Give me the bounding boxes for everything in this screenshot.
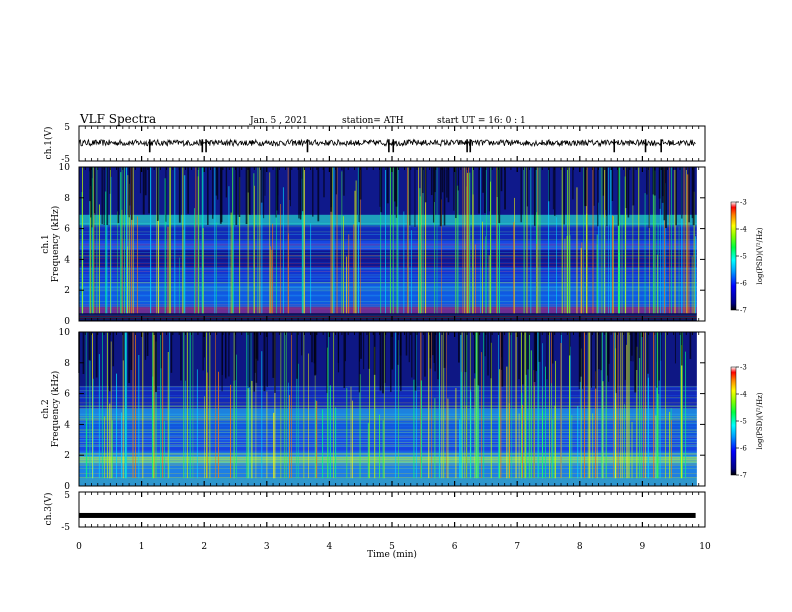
ch3-waveform-panel: 5 -5 ch.3(V) bbox=[43, 491, 706, 533]
spectrogram-nodata bbox=[696, 332, 705, 486]
colorbar-tick-label: -5 bbox=[740, 418, 747, 426]
x-tick-label: 0 bbox=[76, 542, 82, 552]
y-tick-label: 8 bbox=[64, 359, 70, 369]
ch2-colorbar-label: log(PSD)(V²/Hz) bbox=[756, 392, 764, 449]
colorbar-tick-label: -7 bbox=[740, 472, 747, 480]
ch3-wave-ytick-bottom: -5 bbox=[61, 523, 70, 533]
station-label: station= ATH bbox=[342, 116, 404, 126]
ch2-spectrogram-marks bbox=[78, 332, 705, 486]
start-time-label: start UT = 16: 0 : 1 bbox=[437, 116, 526, 126]
date-label: Jan. 5 , 2021 bbox=[249, 116, 308, 126]
y-tick-label: 2 bbox=[64, 451, 70, 461]
y-tick-label: 8 bbox=[64, 194, 70, 204]
y-tick-label: 4 bbox=[64, 255, 70, 265]
ch1-spectrogram-marks bbox=[78, 167, 705, 322]
ch1-wave-ylabel: ch.1(V) bbox=[43, 127, 54, 160]
y-tick-label: 2 bbox=[64, 286, 70, 296]
ch2-spectrogram-panel: 0 2 4 6 8 10 ch.2 Frequency (kHz) bbox=[41, 328, 706, 492]
colorbar-tick-label: -6 bbox=[740, 445, 747, 453]
ch1-spectrogram-yticks: 0 2 4 6 8 10 bbox=[59, 163, 705, 327]
x-axis-tick-labels: 0 1 2 3 4 5 6 7 8 9 10 bbox=[76, 542, 711, 552]
spectrogram-band bbox=[79, 435, 705, 453]
ch1-colorbar-ticks: -3 -4 -5 -6 -7 bbox=[736, 199, 747, 315]
ch1-waveform-ticks bbox=[84, 126, 700, 161]
colorbar-tick-label: -3 bbox=[740, 199, 747, 207]
y-tick-label: 10 bbox=[59, 163, 71, 173]
ch2-spectrogram-ticks bbox=[84, 332, 700, 486]
x-tick-label: 8 bbox=[577, 542, 583, 552]
ch3-waveform-frame bbox=[78, 491, 706, 528]
ch2-colorbar: -3 -4 -5 -6 -7 log(PSD)(V²/Hz) bbox=[730, 364, 764, 480]
colorbar-tick-label: -6 bbox=[740, 280, 747, 288]
y-tick-label: 0 bbox=[64, 317, 70, 327]
spectrogram-band bbox=[79, 167, 705, 215]
x-tick-label: 3 bbox=[264, 542, 270, 552]
colorbar-tick-label: -4 bbox=[740, 391, 747, 399]
colorbar-tick-label: -4 bbox=[740, 226, 747, 234]
spectrogram-band bbox=[79, 419, 705, 436]
y-tick-label: 10 bbox=[59, 328, 71, 338]
spectrogram-band bbox=[79, 240, 705, 251]
ch1-waveform-spikes bbox=[148, 139, 662, 153]
y-tick-label: 4 bbox=[64, 420, 70, 430]
ch1-colorbar: -3 -4 -5 -6 -7 log(PSD)(V²/Hz) bbox=[730, 199, 764, 315]
ch3-wave-ytick-top: 5 bbox=[64, 491, 70, 501]
spectrogram-band bbox=[79, 305, 705, 314]
spectrogram-band bbox=[79, 214, 705, 226]
ch1-spectrogram-panel: 0 2 4 6 8 10 ch.1 Frequency (kHz) bbox=[41, 163, 706, 327]
x-tick-label: 7 bbox=[514, 542, 520, 552]
ch1-spectrogram-ticks bbox=[84, 167, 700, 321]
x-tick-label: 9 bbox=[640, 542, 646, 552]
ch2-spectrogram-yticks: 0 2 4 6 8 10 bbox=[59, 328, 705, 492]
x-tick-label: 4 bbox=[327, 542, 333, 552]
chart-title: VLF Spectra bbox=[79, 112, 156, 126]
ch2-colorbar-gradient bbox=[730, 366, 737, 476]
ch1-spec-ylabel-frequency: Frequency (kHz) bbox=[50, 206, 61, 283]
ch2-spec-ylabel-frequency: Frequency (kHz) bbox=[50, 371, 61, 448]
x-tick-label: 2 bbox=[201, 542, 207, 552]
y-tick-label: 0 bbox=[64, 482, 70, 492]
ch2-spec-ylabel: ch.2 bbox=[41, 399, 51, 418]
ch1-colorbar-label: log(PSD)(V²/Hz) bbox=[756, 227, 764, 284]
y-tick-label: 6 bbox=[64, 225, 70, 235]
ch2-colorbar-ticks: -3 -4 -5 -6 -7 bbox=[736, 364, 747, 480]
ch3-waveform-line bbox=[79, 512, 696, 518]
spectrogram-band bbox=[79, 409, 705, 420]
ch1-spec-ylabel: ch.1 bbox=[41, 234, 51, 253]
x-tick-label: 6 bbox=[452, 542, 458, 552]
y-tick-label: 6 bbox=[64, 390, 70, 400]
x-tick-label: 10 bbox=[699, 542, 711, 552]
ch1-waveform-line bbox=[78, 138, 696, 148]
x-axis-label: Time (min) bbox=[367, 549, 417, 560]
x-tick-label: 1 bbox=[139, 542, 145, 552]
colorbar-tick-label: -3 bbox=[740, 364, 747, 372]
ch1-wave-ytick-bottom: -5 bbox=[61, 155, 70, 165]
ch1-wave-ytick-top: 5 bbox=[64, 123, 70, 133]
colorbar-tick-label: -7 bbox=[740, 307, 747, 315]
colorbar-tick-label: -5 bbox=[740, 253, 747, 261]
ch1-colorbar-gradient bbox=[730, 201, 737, 311]
ch3-wave-ylabel: ch.3(V) bbox=[43, 493, 54, 526]
ch3-waveform-ticks bbox=[84, 492, 700, 527]
x-tick-label: 5 bbox=[389, 542, 395, 552]
ch1-waveform-panel: 5 -5 ch.1(V) bbox=[43, 123, 706, 165]
spectrogram-nodata bbox=[696, 167, 705, 321]
